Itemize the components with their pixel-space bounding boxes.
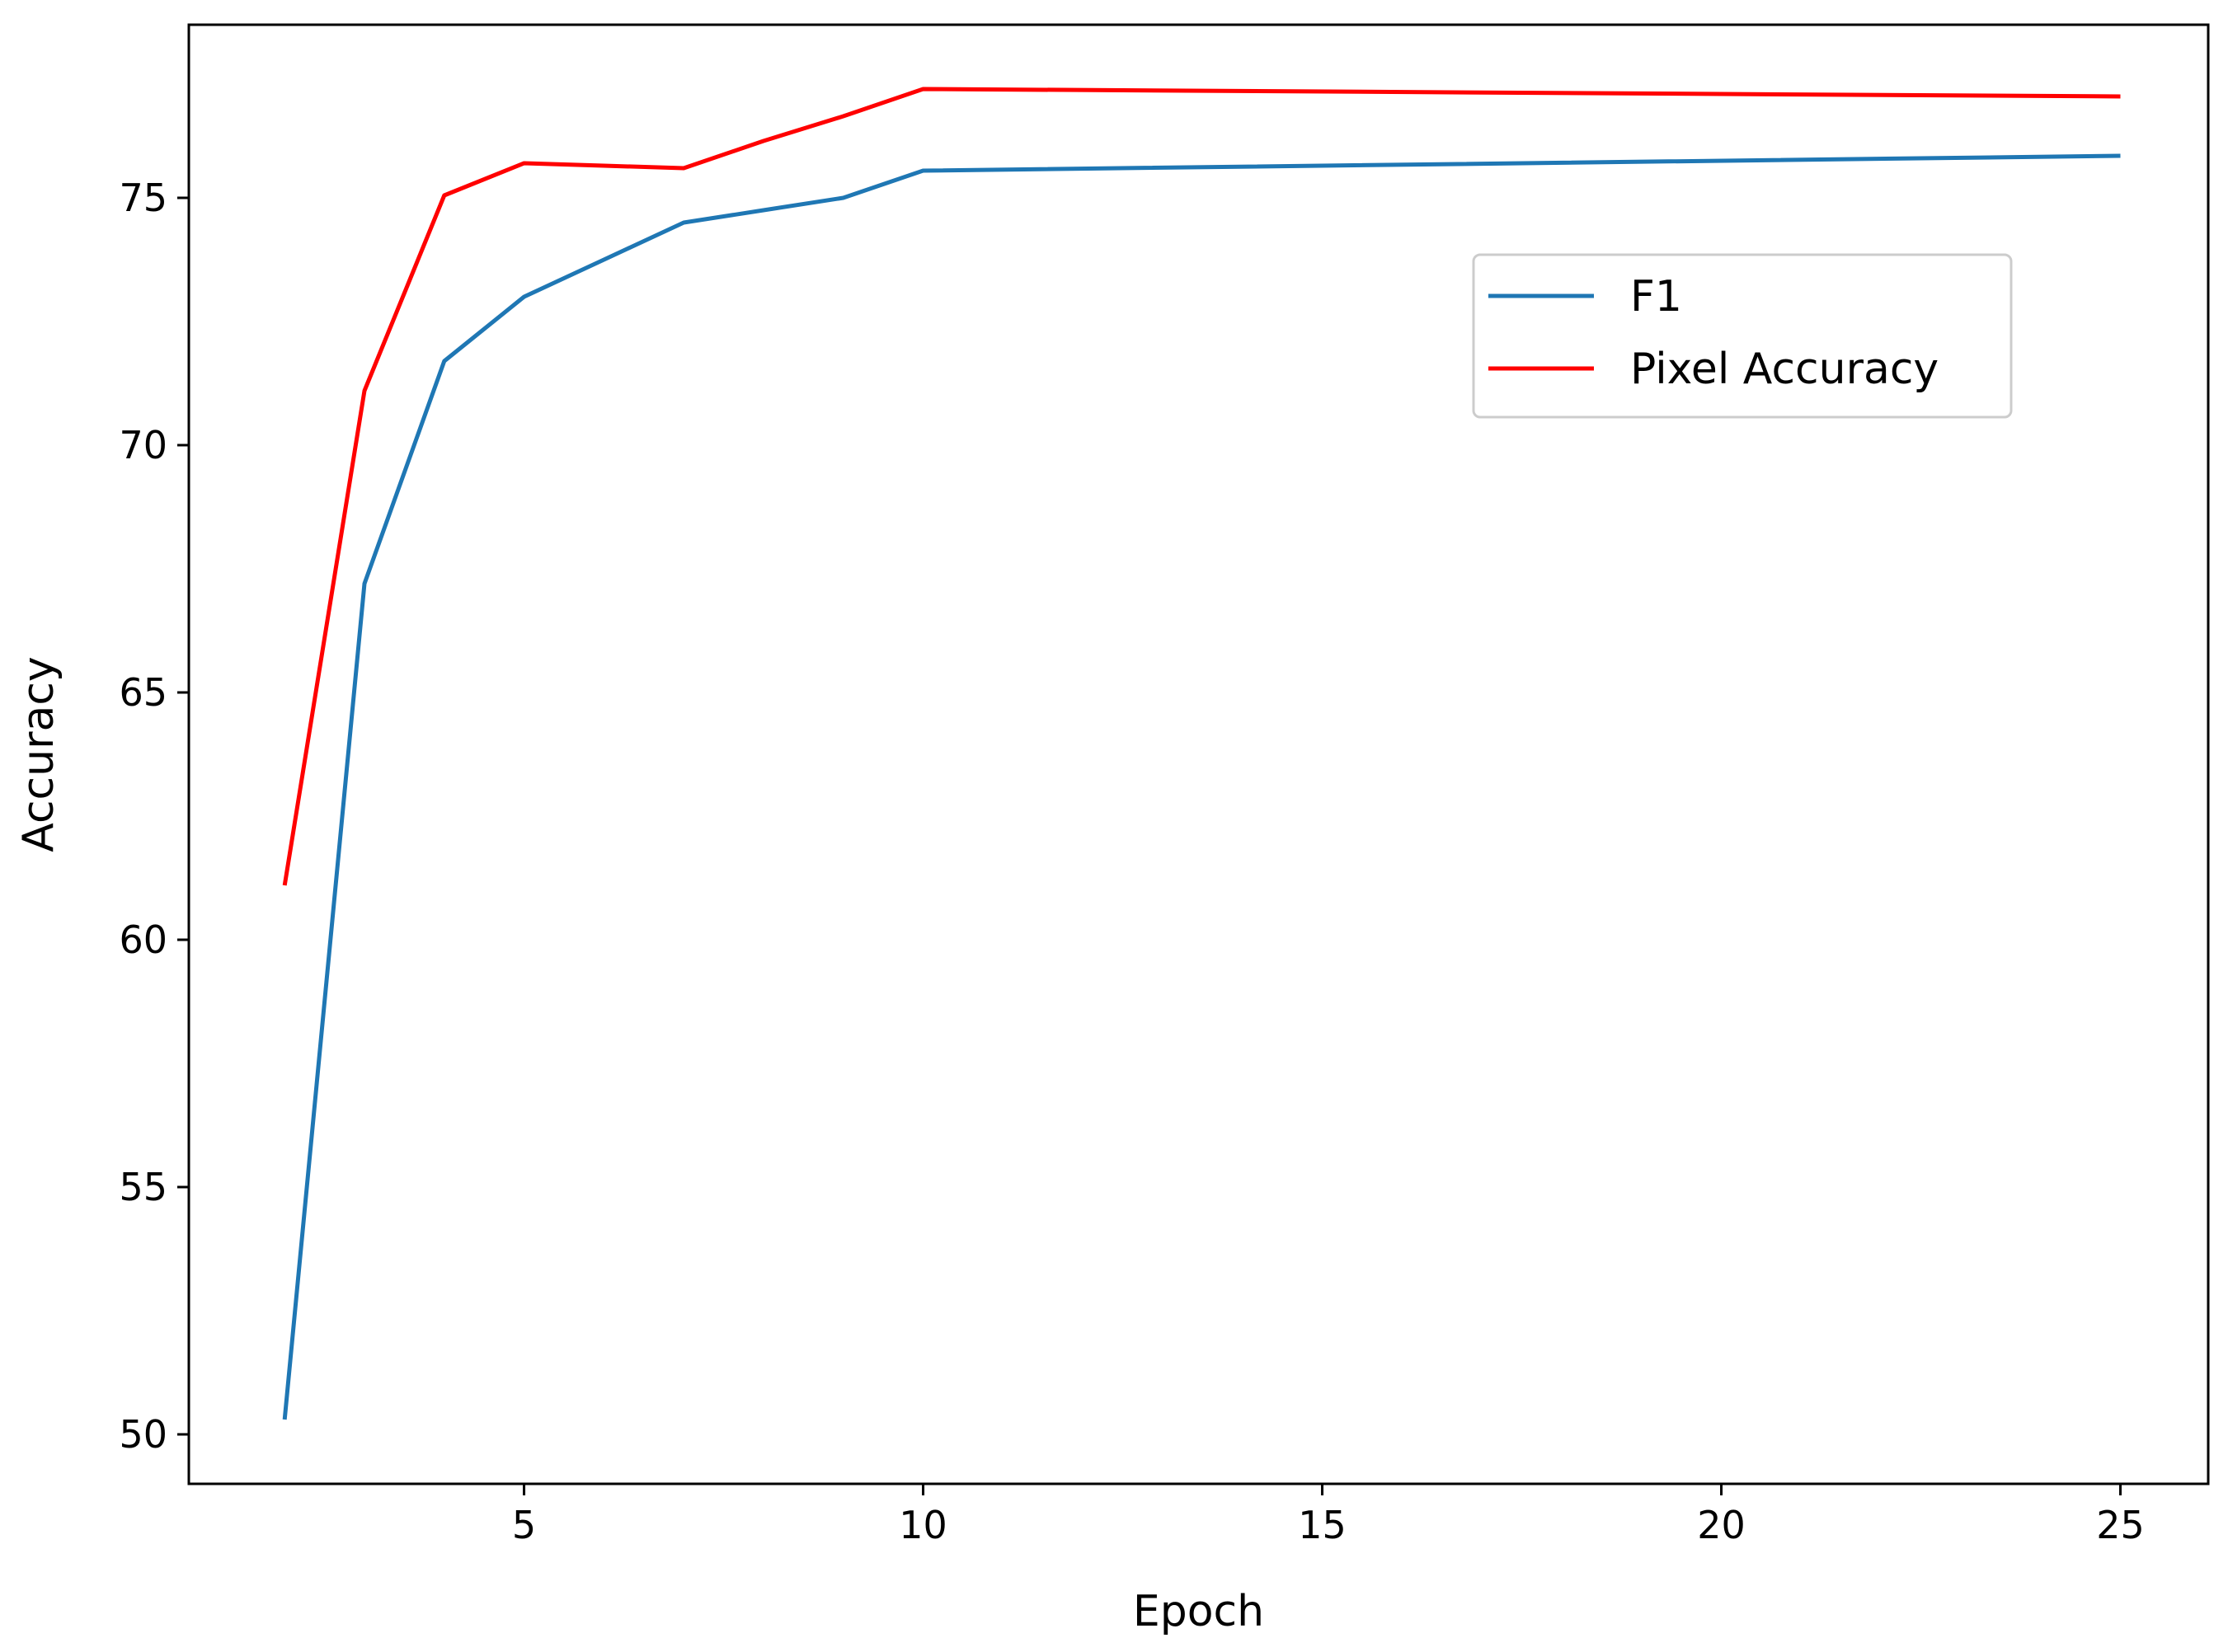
x-tick-label: 5 xyxy=(512,1503,536,1547)
x-tick-label: 10 xyxy=(899,1503,947,1547)
legend-label-pixel-accuracy: Pixel Accuracy xyxy=(1630,345,1939,394)
y-tick-label: 70 xyxy=(119,423,167,467)
legend: F1 Pixel Accuracy xyxy=(1472,253,2013,419)
series-line-f1 xyxy=(282,153,2121,1420)
x-tick-label: 20 xyxy=(1697,1503,1746,1547)
plot-area-frame xyxy=(187,23,2210,1485)
y-tick-label: 60 xyxy=(119,918,167,962)
x-tick-label: 25 xyxy=(2096,1503,2145,1547)
axis-ticks: 5 10 15 20 25 50 55 60 65 70 75 xyxy=(119,176,2144,1547)
y-axis-label: Accuracy xyxy=(14,656,63,852)
y-tick-label: 75 xyxy=(119,176,167,220)
series-lines xyxy=(282,87,2121,1420)
y-tick-label: 50 xyxy=(119,1412,167,1457)
y-tick-label: 65 xyxy=(119,670,167,715)
x-tick-label: 15 xyxy=(1298,1503,1347,1547)
legend-label-f1: F1 xyxy=(1630,272,1682,321)
series-line-pixel-accuracy xyxy=(282,87,2121,886)
y-tick-label: 55 xyxy=(119,1165,167,1209)
plot-frame xyxy=(187,23,2210,1485)
axis-labels: Epoch Accuracy xyxy=(14,656,1264,1636)
legend-box xyxy=(1472,253,2013,419)
x-axis-label: Epoch xyxy=(1133,1587,1264,1636)
